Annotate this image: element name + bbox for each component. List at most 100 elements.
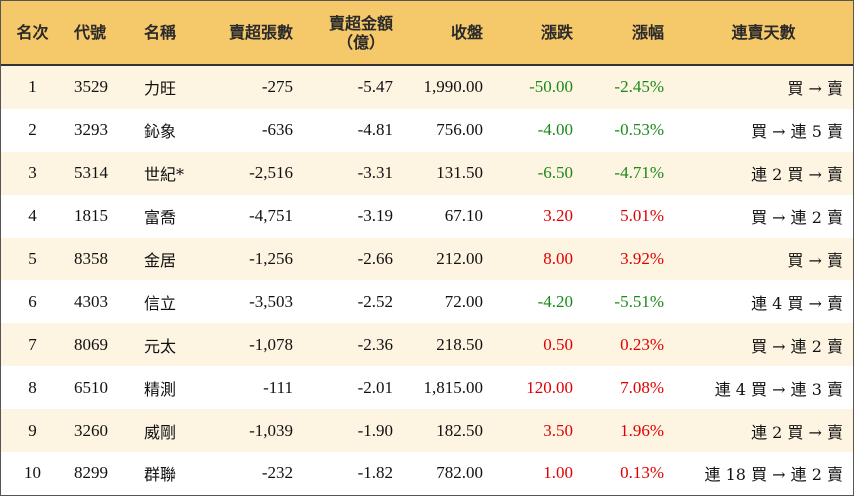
cell-net-sell-amount: -4.81 xyxy=(303,108,403,152)
cell-name: 富喬 xyxy=(134,194,204,238)
cell-close: 212.00 xyxy=(403,237,493,281)
cell-code: 3260 xyxy=(64,409,134,453)
cell-rank: 9 xyxy=(1,409,64,453)
cell-net-sell-lots: -1,039 xyxy=(204,409,303,453)
cell-net-sell-lots: -1,256 xyxy=(204,237,303,281)
cell-streak: 連 2 買 → 賣 xyxy=(674,409,853,453)
cell-close: 1,815.00 xyxy=(403,366,493,410)
cell-net-sell-lots: -111 xyxy=(204,366,303,410)
cell-change: 120.00 xyxy=(493,366,583,410)
cell-change: 8.00 xyxy=(493,237,583,281)
cell-close: 67.10 xyxy=(403,194,493,238)
cell-change: -4.00 xyxy=(493,108,583,152)
cell-change-pct: -4.71% xyxy=(583,151,674,195)
cell-name: 力旺 xyxy=(134,65,204,109)
cell-code: 3293 xyxy=(64,108,134,152)
cell-streak: 連 18 買 → 連 2 賣 xyxy=(674,452,853,495)
cell-streak: 買 → 連 2 賣 xyxy=(674,323,853,367)
cell-close: 72.00 xyxy=(403,280,493,324)
cell-name: 鈊象 xyxy=(134,108,204,152)
table-row: 10 8299 群聯 -232 -1.82 782.00 1.00 0.13% 連 18 買 →… xyxy=(1,452,853,495)
header-net-sell-lots: 賣超張數 xyxy=(204,1,303,66)
header-net-sell-amount: 賣超金額 （億） xyxy=(303,1,403,66)
cell-change-pct: -5.51% xyxy=(583,280,674,324)
cell-code: 3529 xyxy=(64,65,134,109)
cell-change: -4.20 xyxy=(493,280,583,324)
cell-streak: 連 4 買 → 賣 xyxy=(674,280,853,324)
cell-net-sell-lots: -1,078 xyxy=(204,323,303,367)
cell-code: 6510 xyxy=(64,366,134,410)
cell-net-sell-amount: -3.19 xyxy=(303,194,403,238)
cell-change-pct: -0.53% xyxy=(583,108,674,152)
cell-net-sell-amount: -2.36 xyxy=(303,323,403,367)
header-streak: 連賣天數 xyxy=(674,1,853,66)
table-row: 2 3293 鈊象 -636 -4.81 756.00 -4.00 -0.53% 買 → 連 5… xyxy=(1,108,853,152)
cell-rank: 7 xyxy=(1,323,64,367)
cell-change: 3.50 xyxy=(493,409,583,453)
header-name: 名稱 xyxy=(134,1,204,66)
cell-net-sell-lots: -636 xyxy=(204,108,303,152)
table-row: 8 6510 精測 -111 -2.01 1,815.00 120.00 7.08% 連 4 買… xyxy=(1,366,853,410)
header-close: 收盤 xyxy=(403,1,493,66)
cell-net-sell-amount: -3.31 xyxy=(303,151,403,195)
cell-net-sell-lots: -232 xyxy=(204,452,303,495)
cell-name: 世紀* xyxy=(134,151,204,195)
header-code: 代號 xyxy=(64,1,134,66)
cell-code: 5314 xyxy=(64,151,134,195)
cell-change-pct: 1.96% xyxy=(583,409,674,453)
cell-net-sell-amount: -2.66 xyxy=(303,237,403,281)
table-row: 7 8069 元太 -1,078 -2.36 218.50 0.50 0.23% 買 → 連 2… xyxy=(1,323,853,367)
cell-name: 信立 xyxy=(134,280,204,324)
cell-close: 782.00 xyxy=(403,452,493,495)
table-row: 9 3260 威剛 -1,039 -1.90 182.50 3.50 1.96% 連 2 買 →… xyxy=(1,409,853,453)
cell-close: 756.00 xyxy=(403,108,493,152)
cell-streak: 連 2 買 → 賣 xyxy=(674,151,853,195)
cell-streak: 買 → 賣 xyxy=(674,65,853,109)
cell-name: 金居 xyxy=(134,237,204,281)
cell-rank: 6 xyxy=(1,280,64,324)
table-row: 5 8358 金居 -1,256 -2.66 212.00 8.00 3.92% 買 → 賣 xyxy=(1,237,853,281)
cell-net-sell-amount: -2.01 xyxy=(303,366,403,410)
cell-rank: 4 xyxy=(1,194,64,238)
cell-name: 群聯 xyxy=(134,452,204,495)
cell-close: 218.50 xyxy=(403,323,493,367)
header-net-sell-amount-line2: （億） xyxy=(336,32,385,52)
cell-change: -6.50 xyxy=(493,151,583,195)
cell-rank: 5 xyxy=(1,237,64,281)
cell-rank: 2 xyxy=(1,108,64,152)
cell-close: 182.50 xyxy=(403,409,493,453)
cell-code: 4303 xyxy=(64,280,134,324)
cell-streak: 買 → 賣 xyxy=(674,237,853,281)
cell-rank: 1 xyxy=(1,65,64,109)
cell-code: 1815 xyxy=(64,194,134,238)
cell-change-pct: 0.13% xyxy=(583,452,674,495)
table-row: 6 4303 信立 -3,503 -2.52 72.00 -4.20 -5.51% 連 4 買 … xyxy=(1,280,853,324)
cell-change-pct: 3.92% xyxy=(583,237,674,281)
cell-name: 精測 xyxy=(134,366,204,410)
cell-change-pct: 5.01% xyxy=(583,194,674,238)
cell-rank: 3 xyxy=(1,151,64,195)
cell-close: 1,990.00 xyxy=(403,65,493,109)
cell-change-pct: 7.08% xyxy=(583,366,674,410)
cell-rank: 8 xyxy=(1,366,64,410)
cell-net-sell-lots: -3,503 xyxy=(204,280,303,324)
cell-net-sell-amount: -1.82 xyxy=(303,452,403,495)
cell-change: 0.50 xyxy=(493,323,583,367)
cell-net-sell-amount: -2.52 xyxy=(303,280,403,324)
cell-change: -50.00 xyxy=(493,65,583,109)
table-row: 1 3529 力旺 -275 -5.47 1,990.00 -50.00 -2.45% 買 → … xyxy=(1,65,853,109)
cell-code: 8069 xyxy=(64,323,134,367)
header-change: 漲跌 xyxy=(493,1,583,66)
cell-streak: 買 → 連 5 賣 xyxy=(674,108,853,152)
cell-change: 3.20 xyxy=(493,194,583,238)
table-row: 3 5314 世紀* -2,516 -3.31 131.50 -6.50 -4.71% 連 2 … xyxy=(1,151,853,195)
cell-rank: 10 xyxy=(1,452,64,495)
cell-close: 131.50 xyxy=(403,151,493,195)
table-row: 4 1815 富喬 -4,751 -3.19 67.10 3.20 5.01% 買 → 連 2 … xyxy=(1,194,853,238)
table-body: 1 3529 力旺 -275 -5.47 1,990.00 -50.00 -2.45% 買 → … xyxy=(1,65,853,495)
header-change-pct: 漲幅 xyxy=(583,1,674,66)
cell-code: 8299 xyxy=(64,452,134,495)
cell-streak: 買 → 連 2 賣 xyxy=(674,194,853,238)
cell-change-pct: -2.45% xyxy=(583,65,674,109)
